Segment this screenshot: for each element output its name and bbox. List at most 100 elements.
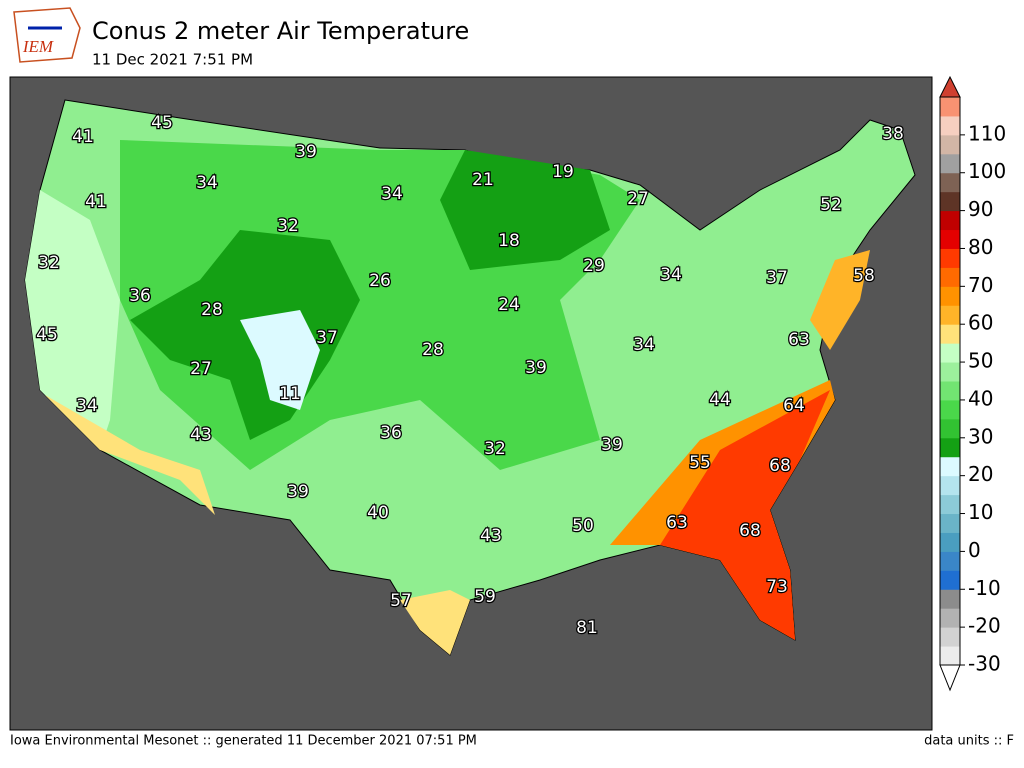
warm-tx: [400, 590, 470, 655]
mild-region: [25, 190, 120, 450]
color-band: [940, 115, 960, 136]
colorbar-tick-label: 110: [968, 121, 1006, 145]
color-band: [940, 437, 960, 458]
color-band: [940, 305, 960, 325]
station-value: 37: [766, 268, 788, 288]
colorbar-frame: [939, 96, 961, 666]
station-value: 41: [72, 127, 94, 147]
color-band: [940, 589, 960, 609]
station-value: 32: [38, 253, 60, 273]
colorbar-tick-label: 40: [968, 386, 993, 410]
logo-text: IEM: [22, 37, 54, 56]
logo: IEM: [13, 7, 81, 63]
color-band: [940, 381, 960, 401]
station-value: 29: [583, 256, 605, 276]
snow-patch: [240, 310, 320, 410]
station-value: 27: [190, 359, 212, 379]
station-value: 36: [380, 423, 402, 443]
station-value: 59: [474, 587, 496, 607]
station-value: 39: [295, 142, 317, 162]
station-value: 63: [666, 513, 688, 533]
station-value: 40: [367, 503, 389, 523]
warm-sw: [45, 395, 215, 515]
colorbar-tick-label: -20: [968, 614, 1001, 638]
colorbar-tick-label: 70: [968, 273, 993, 297]
station-value: 64: [783, 396, 805, 416]
colorbar-tick-label: 90: [968, 197, 993, 221]
color-band: [940, 134, 960, 155]
subtitle: 11 Dec 2021 7:51 PM: [92, 51, 253, 69]
color-band: [940, 456, 960, 477]
station-value: 63: [788, 330, 810, 350]
station-value: 45: [36, 325, 58, 345]
station-value: 68: [739, 521, 761, 541]
hot-fl: [660, 390, 830, 640]
colorbar-tick-label: 60: [968, 311, 993, 335]
station-value: 28: [422, 340, 444, 360]
station-value: 68: [769, 456, 791, 476]
station-value: 41: [85, 192, 107, 212]
station-value: 19: [552, 162, 574, 182]
station-value: 44: [709, 390, 731, 410]
color-band: [940, 608, 960, 628]
station-value: 38: [882, 124, 904, 144]
station-value: 11: [279, 384, 301, 404]
colorbar-tick-label: 10: [968, 500, 993, 524]
color-band: [940, 210, 960, 231]
station-value: 81: [576, 618, 598, 638]
station-value: 57: [390, 591, 412, 611]
station-value: 55: [689, 453, 711, 473]
station-value: 28: [201, 300, 223, 320]
color-band: [940, 248, 960, 268]
station-value: 45: [151, 113, 173, 133]
station-value: 34: [196, 173, 218, 193]
colorbar-tick-label: 20: [968, 462, 993, 486]
color-band: [940, 286, 960, 306]
colorbar-tick-label: 50: [968, 349, 993, 373]
colorbar-tick-label: 80: [968, 235, 993, 259]
color-band: [940, 362, 960, 382]
color-band: [940, 475, 960, 496]
color-band: [940, 551, 960, 571]
colorbar-tick-label: 30: [968, 424, 993, 448]
color-band: [940, 646, 960, 666]
station-value: 34: [660, 265, 682, 285]
color-band: [940, 229, 960, 249]
color-band: [940, 343, 960, 363]
station-value: 52: [820, 195, 842, 215]
station-value: 58: [853, 266, 875, 286]
color-band: [940, 267, 960, 287]
colorbar-tick-label: -30: [968, 652, 1001, 676]
station-value: 34: [633, 335, 655, 355]
color-band: [940, 97, 960, 117]
station-value: 37: [316, 328, 338, 348]
station-value: 43: [190, 425, 212, 445]
station-value: 27: [627, 189, 649, 209]
station-value: 39: [525, 358, 547, 378]
color-band: [940, 570, 960, 590]
station-value: 24: [498, 295, 520, 315]
station-labels: 41 45 39 34 41 34 21 19 27 38 52 32 18 32 26 29 34 58 37 36…: [35, 112, 905, 640]
station-value: 34: [381, 184, 403, 204]
station-value: 34: [76, 396, 98, 416]
station-value: 36: [129, 286, 151, 306]
station-value: 43: [480, 526, 502, 546]
color-band: [940, 191, 960, 212]
color-band: [940, 513, 960, 533]
station-value: 39: [601, 435, 623, 455]
colorbar-arrow: [939, 664, 961, 692]
colorbar-tick-label: 0: [968, 538, 981, 562]
color-band: [940, 172, 960, 193]
station-value: 32: [277, 216, 299, 236]
color-band: [940, 532, 960, 552]
warm-ne: [810, 250, 870, 350]
station-value: 26: [369, 271, 391, 291]
station-value: 39: [287, 482, 309, 502]
station-value: 21: [472, 170, 494, 190]
color-band: [940, 418, 960, 439]
color-band: [940, 627, 960, 647]
color-band: [940, 494, 960, 515]
color-band: [940, 153, 960, 174]
color-band: [940, 399, 960, 420]
